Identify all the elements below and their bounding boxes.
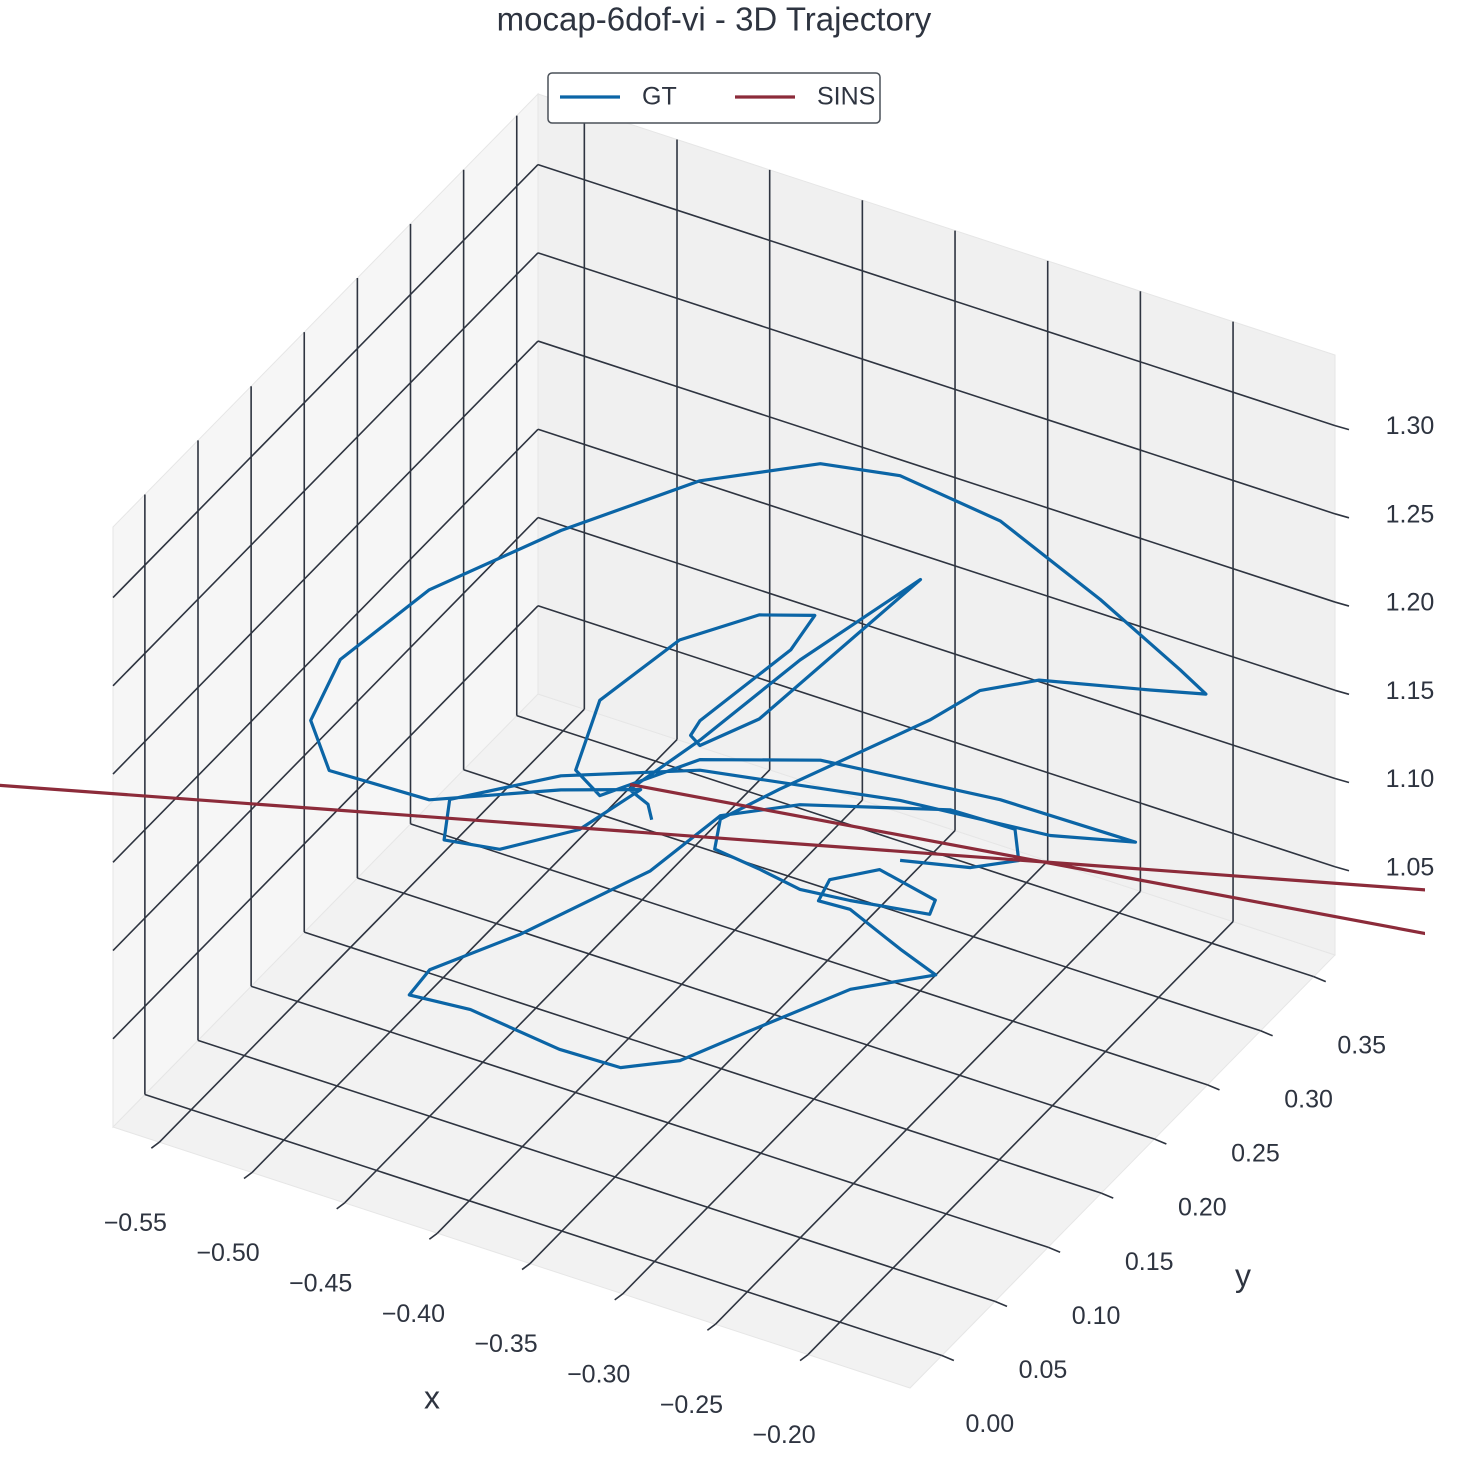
trajectory-line	[0, 782, 1425, 936]
grid-line	[158, 708, 585, 1143]
y-tick	[941, 1354, 955, 1362]
grid-line	[357, 877, 1155, 1140]
grid-line	[197, 1039, 996, 1303]
grid-line	[714, 890, 1141, 1325]
legend-label: GT	[642, 83, 677, 111]
x-tick-label: −0.40	[382, 1300, 445, 1328]
grid-line	[807, 921, 1234, 1356]
y-tick-label: 0.00	[966, 1410, 1015, 1438]
z-tick-label: 1.15	[1386, 677, 1435, 705]
grid-line	[529, 830, 956, 1265]
x-tick	[706, 1323, 716, 1331]
grid-line	[112, 340, 539, 775]
side-pane	[112, 92, 539, 1129]
y-tick	[1047, 1246, 1061, 1254]
legend-label: SINS	[817, 83, 875, 111]
trajectory-line	[309, 462, 1208, 1070]
y-tick	[1207, 1084, 1220, 1091]
ticks: −0.55 −0.50 −0.45 −0.40 −0.35 −0.30 −0.25 −0.20…	[104, 412, 1435, 1449]
legend-box	[547, 72, 881, 124]
x-tick	[521, 1262, 531, 1271]
grid-line	[344, 769, 771, 1204]
z-tick	[1334, 777, 1350, 784]
z-tick	[1334, 689, 1350, 696]
z-tick-label: 1.05	[1386, 853, 1435, 881]
z-tick	[1334, 513, 1350, 519]
z-tick-label: 1.20	[1386, 589, 1435, 617]
x-tick-label: −0.20	[752, 1421, 815, 1449]
z-tick-label: 1.30	[1386, 412, 1435, 440]
y-tick-label: 0.15	[1125, 1248, 1174, 1276]
y-axis-label: y	[1235, 1257, 1251, 1293]
grid-line	[112, 516, 539, 952]
grid-line	[112, 164, 539, 599]
x-tick	[614, 1293, 624, 1301]
y-tick	[994, 1300, 1008, 1308]
x-tick	[150, 1141, 160, 1149]
y-tick-label: 0.10	[1072, 1302, 1121, 1330]
x-tick-label: −0.50	[196, 1239, 259, 1267]
y-tick-label: 0.20	[1178, 1194, 1227, 1222]
grid-line	[463, 769, 1261, 1032]
z-tick-label: 1.25	[1386, 500, 1435, 528]
y-tick	[1154, 1138, 1167, 1145]
y-tick-label: 0.05	[1019, 1356, 1068, 1384]
grid-line	[112, 428, 539, 863]
axes-panes	[112, 92, 1336, 1389]
chart-title: mocap-6dof-vi - 3D Trajectory	[497, 1, 932, 38]
grid-line	[622, 860, 1049, 1295]
x-tick-label: −0.25	[660, 1391, 723, 1419]
x-tick	[336, 1202, 346, 1210]
y-tick	[1100, 1192, 1114, 1199]
grid-line	[410, 823, 1208, 1086]
x-axis-label: x	[424, 1379, 440, 1415]
grid-line	[304, 931, 1102, 1194]
grid-line	[112, 252, 539, 687]
z-tick-label: 1.10	[1386, 765, 1435, 793]
y-tick	[1313, 975, 1327, 983]
legend: GT SINS	[547, 72, 881, 124]
z-tick	[1334, 865, 1350, 872]
grid	[112, 109, 1336, 1357]
y-tick-label: 0.30	[1284, 1085, 1333, 1113]
z-tick	[1334, 601, 1350, 607]
x-tick	[799, 1353, 809, 1362]
y-tick-label: 0.25	[1231, 1140, 1280, 1168]
x-tick-label: −0.30	[567, 1361, 630, 1389]
grid-line	[516, 714, 1314, 978]
y-tick-label: 0.35	[1337, 1031, 1386, 1059]
grid-line	[436, 799, 863, 1234]
x-tick	[243, 1171, 253, 1180]
z-tick	[1334, 424, 1350, 431]
x-tick-label: −0.35	[474, 1330, 537, 1358]
grid-line	[537, 252, 1336, 515]
x-tick-label: −0.55	[104, 1209, 167, 1237]
grid-line	[537, 605, 1336, 868]
x-tick-label: −0.45	[289, 1269, 352, 1297]
grid-line	[112, 605, 539, 1040]
grid-line	[537, 516, 1336, 780]
grid-line	[537, 163, 1336, 427]
grid-line	[537, 340, 1336, 603]
grid-line	[537, 428, 1336, 692]
y-tick	[1260, 1030, 1273, 1037]
grid-line	[250, 985, 1049, 1249]
x-tick	[428, 1232, 438, 1240]
plot-lines	[0, 462, 1425, 1070]
grid-line	[144, 1093, 943, 1357]
